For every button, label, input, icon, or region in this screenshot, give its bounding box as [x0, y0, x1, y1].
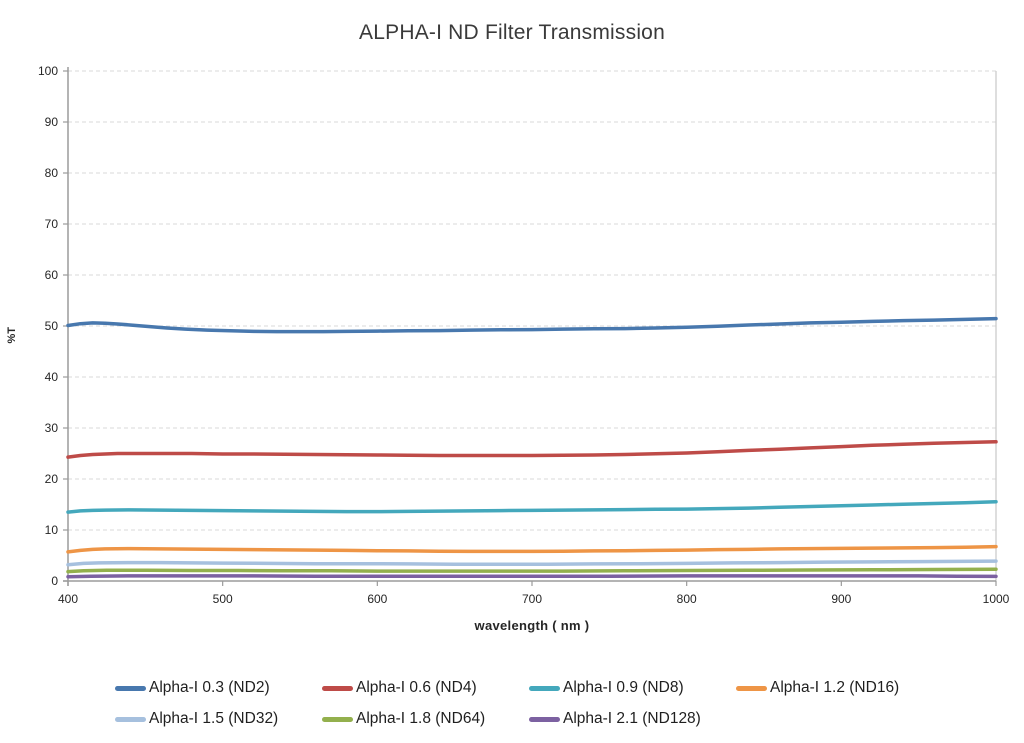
x-tick-label-700: 700: [522, 592, 542, 606]
y-tick-label-0: 0: [51, 574, 58, 588]
x-tick-label-900: 900: [831, 592, 851, 606]
series-line-6: [66, 574, 998, 579]
x-tick-label-500: 500: [213, 592, 233, 606]
legend-item-3: Alpha-I 1.2 (ND16): [736, 678, 943, 698]
y-tick-label-40: 40: [45, 370, 59, 384]
series-line-1: [66, 440, 998, 459]
legend-swatch-icon: [322, 716, 353, 722]
y-tick-label-50: 50: [45, 319, 59, 333]
legend-label: Alpha-I 0.9 (ND8): [563, 679, 684, 696]
legend-swatch-icon: [529, 685, 560, 691]
y-tick-label-90: 90: [45, 115, 59, 129]
series-line-5: [66, 567, 998, 574]
y-tick-label-70: 70: [45, 217, 59, 231]
legend-label: Alpha-I 1.8 (ND64): [356, 710, 486, 727]
legend-item-4: Alpha-I 1.5 (ND32): [115, 709, 322, 729]
series-line-0: [66, 316, 998, 334]
y-tick-label-100: 100: [38, 64, 58, 78]
legend-item-2: Alpha-I 0.9 (ND8): [529, 678, 736, 698]
x-axis-title: wavelength ( nm ): [474, 618, 590, 633]
x-tick-label-1000: 1000: [983, 592, 1010, 606]
chart-legend: Alpha-I 0.3 (ND2) Alpha-I 0.6 (ND4) Alpha-…: [115, 678, 943, 729]
legend-swatch-icon: [115, 685, 146, 691]
legend-label: Alpha-I 0.3 (ND2): [149, 679, 270, 696]
legend-label: Alpha-I 1.5 (ND32): [149, 710, 279, 727]
legend-swatch-icon: [115, 716, 146, 722]
y-tick-label-60: 60: [45, 268, 59, 282]
series-line-4: [66, 559, 998, 567]
legend-label: Alpha-I 0.6 (ND4): [356, 679, 477, 696]
chart-title: ALPHA-I ND Filter Transmission: [359, 21, 665, 44]
legend-item-1: Alpha-I 0.6 (ND4): [322, 678, 529, 698]
x-tick-label-400: 400: [58, 592, 78, 606]
legend-item-5: Alpha-I 1.8 (ND64): [322, 709, 529, 729]
transmission-chart: 0 10 20 30 40 50 60 70 80 90 100 400 500 600 700 800 900…: [38, 64, 1010, 606]
legend-label: Alpha-I 2.1 (ND128): [563, 710, 701, 727]
y-tick-label-10: 10: [45, 523, 59, 537]
legend-swatch-icon: [736, 685, 767, 691]
series-line-3: [66, 544, 998, 554]
legend-item-0: Alpha-I 0.3 (ND2): [115, 678, 322, 698]
x-tick-label-800: 800: [677, 592, 697, 606]
y-tick-label-30: 30: [45, 421, 59, 435]
series-line-2: [66, 499, 998, 514]
legend-swatch-icon: [529, 716, 560, 722]
y-tick-label-80: 80: [45, 166, 59, 180]
legend-item-6: Alpha-I 2.1 (ND128): [529, 709, 736, 729]
y-tick-label-20: 20: [45, 472, 59, 486]
x-tick-label-600: 600: [367, 592, 387, 606]
legend-swatch-icon: [322, 685, 353, 691]
legend-label: Alpha-I 1.2 (ND16): [770, 679, 900, 696]
